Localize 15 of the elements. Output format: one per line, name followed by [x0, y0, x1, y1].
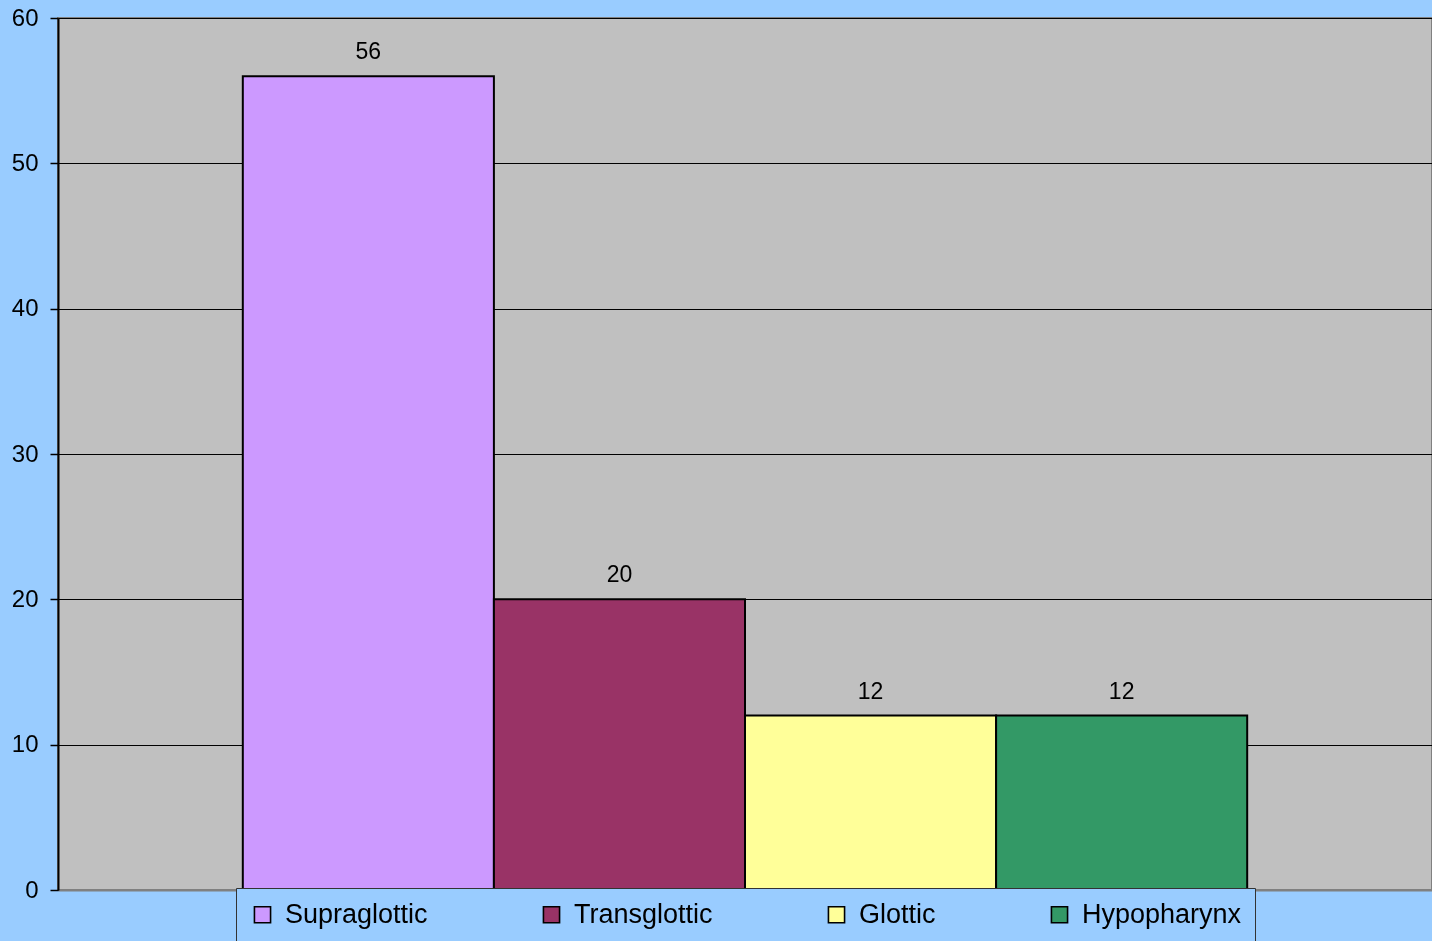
y-tick-label: 50 — [11, 148, 39, 176]
y-tick-label: 10 — [11, 730, 39, 758]
y-tick-label: 0 — [25, 875, 39, 903]
data-label: 56 — [355, 38, 382, 65]
data-label: 20 — [606, 561, 633, 588]
legend-label: Supraglottic — [285, 898, 428, 929]
y-tick-label: 40 — [11, 294, 39, 322]
y-tick-label: 30 — [11, 439, 39, 467]
y-tick-label: 20 — [11, 584, 39, 612]
legend-label: Transglottic — [574, 898, 713, 929]
legend-label: Hypopharynx — [1082, 898, 1242, 929]
data-label: 12 — [1108, 677, 1135, 704]
y-tick-label: 60 — [11, 3, 39, 31]
legend-label: Glottic — [859, 898, 936, 929]
data-label: 12 — [857, 677, 884, 704]
